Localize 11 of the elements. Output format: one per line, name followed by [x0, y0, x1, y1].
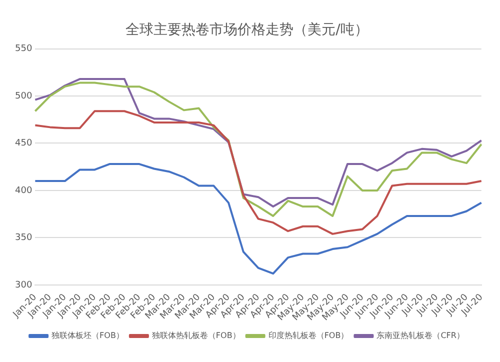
y-tick-label: 450 — [14, 138, 32, 149]
legend-label: 独联体板坯（FOB） — [52, 331, 124, 340]
y-tick-label: 300 — [14, 280, 32, 290]
legend-label: 东南亚热轧板卷（CFR） — [376, 331, 464, 340]
legend-label: 印度热轧板卷（FOB） — [268, 331, 349, 340]
y-tick-label: 400 — [14, 186, 32, 196]
y-tick-label: 500 — [14, 91, 32, 102]
chart-title: 全球主要热卷市场价格走势（美元/吨） — [126, 22, 368, 38]
y-tick-label: 350 — [14, 233, 32, 244]
legend-label: 独联体热轧板卷（FOB） — [152, 331, 240, 340]
y-tick-label: 550 — [14, 44, 32, 54]
